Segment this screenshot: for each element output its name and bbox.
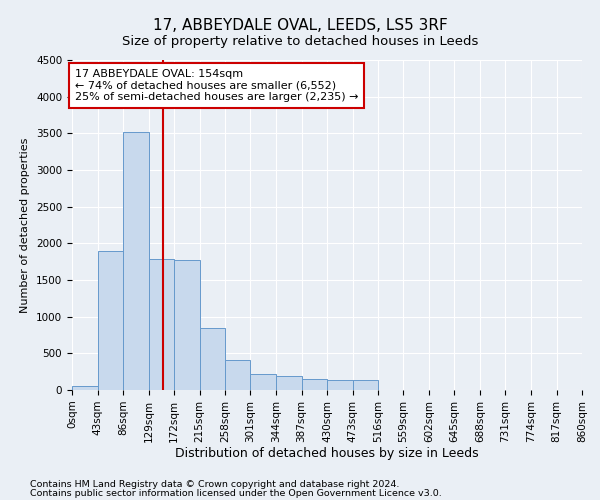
X-axis label: Distribution of detached houses by size in Leeds: Distribution of detached houses by size … <box>175 448 479 460</box>
Bar <box>327 380 353 390</box>
Bar <box>72 386 97 390</box>
Bar <box>276 376 302 390</box>
Bar <box>225 360 251 390</box>
Text: 17, ABBEYDALE OVAL, LEEDS, LS5 3RF: 17, ABBEYDALE OVAL, LEEDS, LS5 3RF <box>152 18 448 32</box>
Bar <box>302 378 327 390</box>
Bar <box>123 132 149 390</box>
Text: Contains HM Land Registry data © Crown copyright and database right 2024.: Contains HM Land Registry data © Crown c… <box>30 480 400 489</box>
Text: Size of property relative to detached houses in Leeds: Size of property relative to detached ho… <box>122 35 478 48</box>
Y-axis label: Number of detached properties: Number of detached properties <box>20 138 31 312</box>
Bar <box>353 380 378 390</box>
Text: 17 ABBEYDALE OVAL: 154sqm
← 74% of detached houses are smaller (6,552)
25% of se: 17 ABBEYDALE OVAL: 154sqm ← 74% of detac… <box>75 69 358 102</box>
Bar <box>199 328 225 390</box>
Bar <box>97 250 123 390</box>
Text: Contains public sector information licensed under the Open Government Licence v3: Contains public sector information licen… <box>30 489 442 498</box>
Bar <box>251 374 276 390</box>
Bar <box>174 260 199 390</box>
Bar <box>149 260 174 390</box>
